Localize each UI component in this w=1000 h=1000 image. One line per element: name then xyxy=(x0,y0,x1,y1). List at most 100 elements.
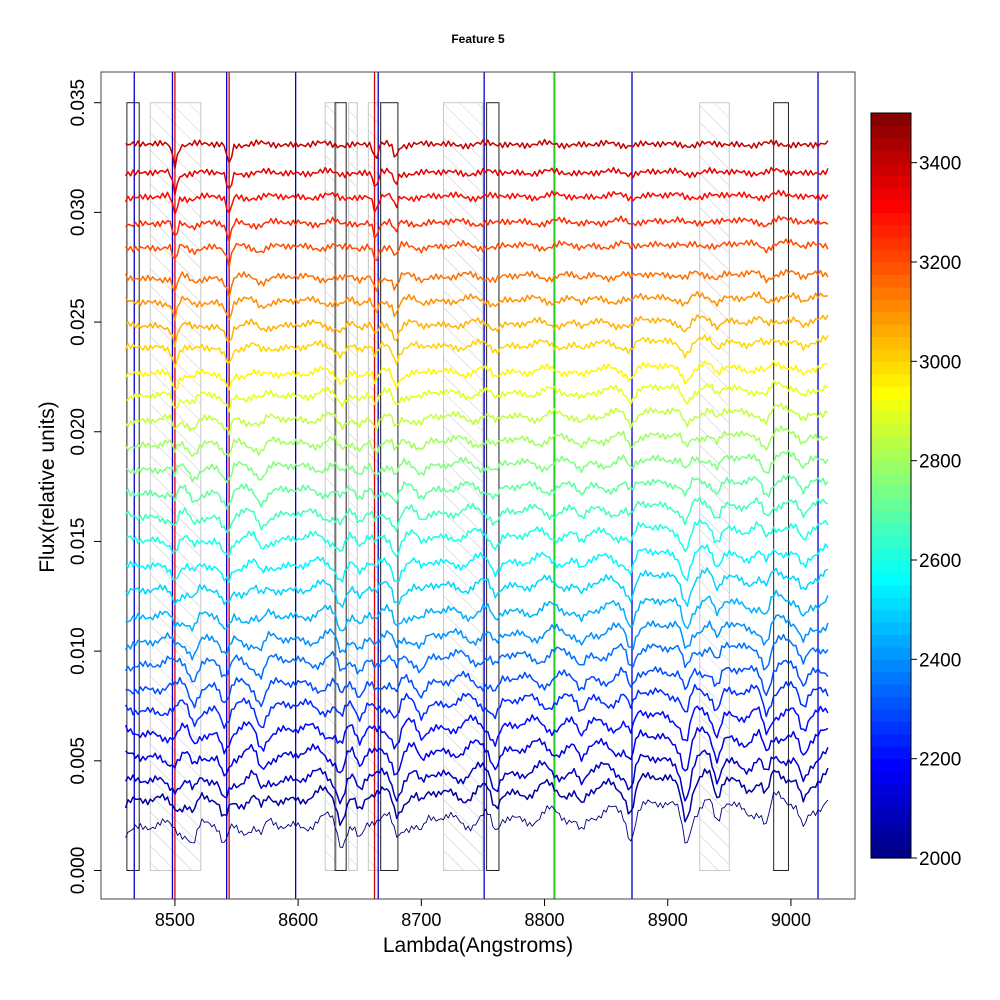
x-tick-label: 8900 xyxy=(648,910,688,930)
colorbar-segment xyxy=(871,113,911,127)
spectrum-series-3350 xyxy=(124,166,829,196)
y-tick-label: 0.005 xyxy=(68,737,89,785)
spectrum-series-2450 xyxy=(125,589,829,632)
colorbar-segment xyxy=(871,746,911,760)
colorbar-segment xyxy=(871,386,911,400)
colorbar-segment xyxy=(871,584,911,598)
colorbar-segment xyxy=(871,560,911,574)
spectrum-series-2150 xyxy=(125,726,829,777)
colorbar-segment xyxy=(871,224,911,238)
colorbar-segment xyxy=(871,311,911,325)
colorbar-segment xyxy=(871,671,911,685)
colorbar-tick-label: 2200 xyxy=(919,750,961,771)
colorbar-segment xyxy=(871,373,911,387)
colorbar-segment xyxy=(871,199,911,213)
colorbar-segment xyxy=(871,324,911,338)
colorbar-segment xyxy=(871,547,911,561)
colorbar-segment xyxy=(871,771,911,785)
colorbar-segment xyxy=(871,510,911,524)
spectrum-series-2900 xyxy=(125,379,829,413)
y-tick-label: 0.035 xyxy=(68,79,89,127)
spectrum-series-2250 xyxy=(124,680,829,730)
colorbar-segment xyxy=(871,286,911,300)
x-tick-label: 8600 xyxy=(278,910,318,930)
colorbar-segment xyxy=(871,758,911,772)
colorbar-tick-label: 2600 xyxy=(919,551,961,572)
spectrum-series-3250 xyxy=(125,215,829,243)
colorbar-segment xyxy=(871,684,911,698)
colorbar-segment xyxy=(871,572,911,586)
colorbar-segment xyxy=(871,274,911,288)
y-axis: 0.000 0.005 0.010 0.015 0.020 0.025 0.030 0.035 xyxy=(68,79,101,894)
spectrum-series-3100 xyxy=(124,290,829,321)
spectrum-series-2750 xyxy=(125,449,829,483)
y-tick-label: 0.030 xyxy=(68,189,89,237)
x-tick-label: 8800 xyxy=(525,910,565,930)
outlined-box xyxy=(334,102,347,871)
colorbar-tick-label: 2800 xyxy=(919,452,961,473)
spectra-series xyxy=(124,138,829,849)
y-tick-label: 0.015 xyxy=(68,518,89,566)
spectrum-series-2100 xyxy=(124,747,829,805)
colorbar-segment xyxy=(871,609,911,623)
spectrum-series-2700 xyxy=(125,473,829,510)
colorbar-segment xyxy=(871,845,911,859)
colorbar-segment xyxy=(871,150,911,164)
spectrum-series-2400 xyxy=(124,614,829,661)
spectrum-series-2800 xyxy=(124,425,829,457)
colorbar-segment xyxy=(871,497,911,511)
colorbar-segment xyxy=(871,721,911,735)
spectrum-series-2000 xyxy=(125,790,829,849)
colorbar-segment xyxy=(871,833,911,847)
colorbar-segment xyxy=(871,336,911,350)
colorbar-segment xyxy=(871,262,911,276)
colorbar-segment xyxy=(871,361,911,375)
colorbar-segment xyxy=(871,622,911,636)
plot-frame xyxy=(100,71,856,900)
y-tick-label: 0.020 xyxy=(68,408,89,456)
colorbar-segment xyxy=(871,435,911,449)
hatched-band xyxy=(443,102,484,871)
y-tick-label: 0.010 xyxy=(68,627,89,675)
colorbar-tick-label: 2400 xyxy=(919,650,961,671)
colorbar-segment xyxy=(871,522,911,536)
colorbar-segment xyxy=(871,535,911,549)
x-tick-label: 8700 xyxy=(401,910,441,930)
outlined-box xyxy=(126,102,140,871)
x-tick-label: 8500 xyxy=(155,910,195,930)
colorbar-segment xyxy=(871,187,911,201)
colorbar-segment xyxy=(871,634,911,648)
colorbar-tick-label: 3200 xyxy=(919,253,961,274)
spectrum-series-2550 xyxy=(125,543,829,584)
spectrum-series-3050 xyxy=(125,314,829,348)
colorbar-segment xyxy=(871,696,911,710)
spectrum-series-2850 xyxy=(124,402,829,436)
spectrum-series-2650 xyxy=(124,497,829,534)
colorbar-segment xyxy=(871,733,911,747)
spectrum-series-3300 xyxy=(124,189,829,215)
colorbar-tick-label: 3000 xyxy=(919,352,961,373)
y-tick-label: 0.025 xyxy=(68,298,89,346)
colorbar-segment xyxy=(871,299,911,313)
spectrum-series-3000 xyxy=(124,334,829,368)
colorbar-segment xyxy=(871,137,911,151)
colorbar-segment xyxy=(871,448,911,462)
spectrum-series-2500 xyxy=(125,567,829,609)
colorbar-segment xyxy=(871,783,911,797)
colorbar-segment xyxy=(871,808,911,822)
colorbar-segment xyxy=(871,423,911,437)
spectrum-series-2200 xyxy=(124,705,829,755)
colorbar-segment xyxy=(871,597,911,611)
y-tick-label: 0.000 xyxy=(68,847,89,895)
spectrum-series-2300 xyxy=(125,659,829,709)
x-axis: 8500 8600 8700 8800 8900 9000 xyxy=(155,899,811,930)
spectrum-series-3400 xyxy=(125,138,829,170)
colorbar-segment xyxy=(871,249,911,263)
colorbar-segment xyxy=(871,795,911,809)
colorbar-segment xyxy=(871,162,911,176)
chart-title: Feature 5 xyxy=(451,32,505,46)
colorbar-segment xyxy=(871,820,911,834)
spectrum-series-2950 xyxy=(124,360,829,391)
x-tick-label: 9000 xyxy=(771,910,811,930)
colorbar-segment xyxy=(871,348,911,362)
